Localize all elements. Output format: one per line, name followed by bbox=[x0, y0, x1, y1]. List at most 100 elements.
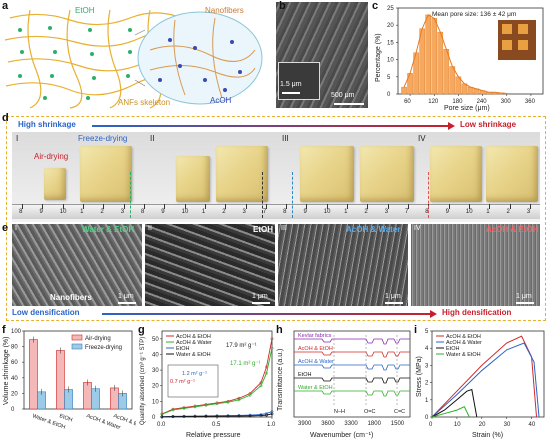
ruler-number: 3 bbox=[120, 209, 125, 215]
chart-g-ytick-label: 0 bbox=[152, 415, 156, 421]
e-scale-3: 1 μm bbox=[385, 293, 401, 300]
chart-h-series-line bbox=[294, 338, 410, 345]
ruler-tick bbox=[509, 204, 511, 209]
chart-g-point bbox=[204, 403, 208, 407]
chart-g-ytick-label: 30 bbox=[152, 368, 159, 374]
chart-g-point bbox=[237, 398, 241, 402]
chart-g-point bbox=[270, 346, 274, 350]
high-densification: High densification bbox=[442, 308, 512, 317]
legend-air-swatch bbox=[71, 334, 83, 341]
panel-a-label: a bbox=[2, 0, 9, 12]
e-scalebar-3 bbox=[385, 302, 403, 304]
chart-g-ann-1: 17.9 m² g⁻¹ bbox=[226, 343, 257, 349]
e-nanofibers: Nanofibers bbox=[50, 293, 92, 302]
chart-h-xlabel: Wavenumber (cm⁻¹) bbox=[310, 432, 373, 439]
chart-g-ylabel: Quantity absorbed (cm³ g⁻¹ STP) bbox=[140, 337, 146, 425]
chart-g-xtick-label: 0.5 bbox=[212, 422, 221, 428]
ruler-number: 3 bbox=[242, 209, 246, 215]
ruler-tick bbox=[326, 204, 328, 209]
chart-g-ytick-label: 10 bbox=[152, 399, 159, 405]
ruler-number: 2 bbox=[222, 209, 226, 215]
chart-c-bar bbox=[431, 18, 438, 95]
band-nh: N–H bbox=[334, 409, 345, 415]
ruler-number: 1 bbox=[486, 209, 490, 215]
ruler-tick bbox=[367, 204, 369, 209]
ruler-tick bbox=[225, 204, 227, 209]
chart-c-bar bbox=[401, 86, 407, 95]
panel-e-label: e bbox=[2, 222, 9, 234]
chart-g-legend-text: AcOH & Water bbox=[176, 340, 212, 346]
label-nanofibers: Nanofibers bbox=[205, 6, 244, 15]
chart-f-ytick-label: 100 bbox=[11, 329, 22, 335]
e-tag-2: EtOH bbox=[253, 225, 273, 234]
chart-c-ytick-label: 10 bbox=[387, 58, 394, 64]
low-shrinkage: Low shrinkage bbox=[460, 120, 517, 129]
chart-g-point bbox=[215, 402, 219, 406]
chart-h-series-label: Water & EtOH bbox=[298, 385, 333, 391]
ruler-number: 9 bbox=[303, 209, 307, 215]
scale-text: 500 μm bbox=[331, 92, 355, 99]
chart-g-ann-3: 1.2 m² g⁻¹ bbox=[182, 371, 207, 377]
ruler-tick bbox=[62, 204, 64, 209]
chart-g-point bbox=[193, 405, 197, 409]
d-roman-3: III bbox=[282, 134, 289, 143]
chart-i-legend-text: AcOH & Water bbox=[446, 340, 482, 346]
sem-e-4 bbox=[411, 224, 540, 306]
e-roman-4: IV bbox=[414, 225, 421, 232]
ruler-number: 9 bbox=[161, 209, 165, 215]
chart-i-xtick-label: 40 bbox=[529, 422, 536, 428]
inset-scale-text: 1.5 μm bbox=[280, 81, 302, 88]
chart-g-point bbox=[270, 337, 274, 341]
chart-c-bar bbox=[449, 66, 456, 95]
chart-c-xtick-label: 180 bbox=[452, 99, 463, 105]
ruler-number: 1 bbox=[80, 209, 84, 215]
panel-de-frame bbox=[6, 116, 546, 321]
chart-c-bar bbox=[437, 31, 444, 95]
chart-i-ytick-label: 0 bbox=[425, 415, 429, 421]
label-etoh: EtOH bbox=[75, 6, 95, 15]
cube-freeze-4 bbox=[486, 146, 538, 202]
chart-g-series-line bbox=[161, 413, 273, 418]
chart-c-bar bbox=[419, 28, 425, 95]
chart-c-xtick-label: 120 bbox=[428, 99, 439, 105]
chart-g-legend-text: Water & EtOH bbox=[176, 352, 211, 358]
chart-i-xlabel: Strain (%) bbox=[472, 432, 503, 439]
chart-g-point bbox=[182, 415, 186, 418]
chart-h-series-line bbox=[294, 390, 410, 397]
chart-f-ytick-label: 60 bbox=[11, 360, 18, 366]
e-roman-3: III bbox=[281, 225, 287, 232]
chart-g-point bbox=[237, 414, 241, 418]
chart-h-xtick-label: 1800 bbox=[368, 421, 382, 427]
chart-h-series-line bbox=[294, 377, 410, 384]
chart-i-ytick-label: 2 bbox=[425, 381, 429, 387]
chart-c-bar bbox=[425, 14, 431, 95]
chart-g-point bbox=[265, 413, 268, 417]
chart-h-series-label: AcOH & EtOH bbox=[298, 346, 333, 352]
d-roman-4: IV bbox=[418, 134, 426, 143]
inset-scalebar bbox=[282, 92, 300, 94]
ruler-tick bbox=[448, 204, 450, 209]
chart-g-point bbox=[171, 415, 175, 419]
sem-e-1 bbox=[12, 224, 142, 306]
chart-f-bar bbox=[110, 387, 119, 410]
chart-f-bar bbox=[83, 382, 92, 410]
chart-g-xlabel: Relative pressure bbox=[186, 432, 241, 439]
chart-g-series-line bbox=[161, 338, 273, 415]
chart-h-ylabel: Transmittance (a.u.) bbox=[277, 349, 284, 411]
chart-g-ytick-label: 50 bbox=[152, 337, 159, 343]
chart-c: 60 120 180 240 300 360 0 5 10 15 20 25 Mean pore si… bbox=[375, 6, 544, 112]
chart-h-series-label: AcOH & Water bbox=[298, 359, 334, 365]
densification-arrowhead bbox=[430, 310, 437, 318]
label-skeleton: ANFs skeleton bbox=[118, 98, 171, 107]
ruler-number: 8 bbox=[425, 209, 429, 215]
chart-c-fit-curve bbox=[403, 14, 507, 94]
ruler-number: 1 bbox=[201, 209, 206, 215]
ruler-number: 8 bbox=[19, 209, 23, 215]
ruler-tick bbox=[22, 204, 24, 209]
ruler-numbers: 8 9 10 1 2 3 8 9 10 1 2 3 7 8 9 10 1 2 3 7 8 9 10 1 2 3 bbox=[12, 204, 540, 218]
chart-g-legend-text: AcOH & EtOH bbox=[176, 334, 211, 340]
chart-h-series-label: Kevlar fabrics bbox=[298, 333, 332, 339]
chart-i-ytick-label: 3 bbox=[425, 363, 429, 369]
chart-h-xtick-label: 1500 bbox=[391, 421, 405, 427]
